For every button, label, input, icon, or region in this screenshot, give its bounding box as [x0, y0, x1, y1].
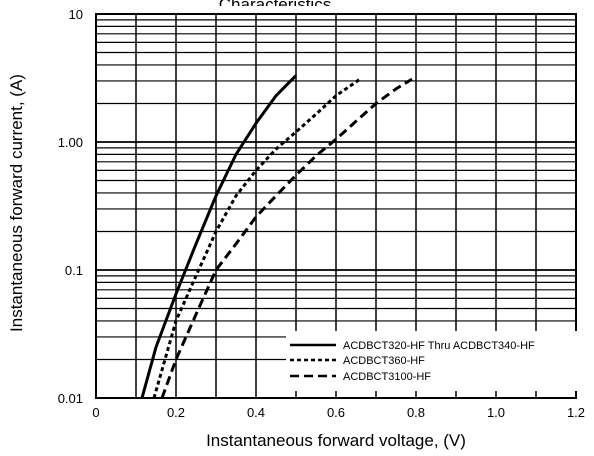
- legend-label-1: ACDBCT320-HF Thru ACDBCT340-HF: [343, 340, 535, 352]
- x-tick-labels: 0 0.2 0.4 0.6 0.8 1.0 1.2: [92, 405, 585, 420]
- y-tick-label: 0.01: [58, 391, 83, 406]
- x-axis-title: Instantaneous forward voltage, (V): [206, 431, 466, 450]
- y-tick-label: 0.1: [65, 263, 83, 278]
- legend: ACDBCT320-HF Thru ACDBCT340-HF ACDBCT360-…: [286, 331, 580, 391]
- cropped-top-text: Characteristics: [219, 0, 331, 14]
- x-tick-label: 1.0: [487, 405, 505, 420]
- x-tick-label: 0.8: [407, 405, 425, 420]
- plot-frame: [95, 13, 577, 399]
- x-tick-label: 0: [92, 405, 99, 420]
- x-tick-label: 1.2: [567, 405, 585, 420]
- series-line-1: [140, 74, 298, 399]
- y-axis-title: Instantaneous forward current, (A): [7, 74, 26, 332]
- y-tick-label: 10: [69, 7, 83, 22]
- x-tick-label: 0.2: [167, 405, 185, 420]
- legend-label-2: ACDBCT360-HF: [343, 355, 425, 367]
- legend-label-3: ACDBCT3100-HF: [343, 371, 431, 383]
- x-tick-label: 0.4: [247, 405, 265, 420]
- y-tick-label: 1.00: [58, 135, 83, 150]
- series-line-3: [160, 77, 413, 399]
- series-layer: [140, 74, 413, 399]
- series-line-2: [152, 77, 361, 399]
- x-tick-label: 0.6: [327, 405, 345, 420]
- y-tick-labels: 0.01 0.1 1.00 10: [58, 7, 83, 406]
